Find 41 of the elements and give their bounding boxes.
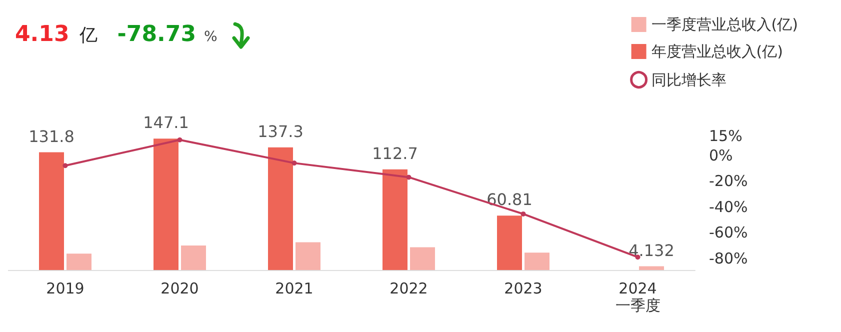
data-label: 60.81 (486, 190, 532, 210)
text: 4.13 (15, 22, 70, 47)
data-label: 4.132 (628, 240, 674, 260)
y2-tick-label: -80% (709, 249, 748, 268)
bar (39, 152, 64, 270)
point (520, 211, 526, 216)
text: % (204, 29, 218, 45)
data-label: 147.1 (143, 113, 189, 132)
point (292, 160, 297, 166)
text: -78.73 (117, 22, 196, 47)
bar (268, 147, 293, 270)
data-label: 131.8 (28, 126, 74, 146)
y2-tick-label: 15% (709, 127, 742, 145)
x-tick-label: 2022 (390, 280, 428, 298)
y2-tick-label: -60% (709, 224, 748, 242)
bar (66, 254, 92, 270)
x-tick-label: 2021 (275, 280, 314, 298)
bar (296, 242, 320, 270)
y2-tick-label: -20% (709, 172, 748, 190)
y2-tick-label: -40% (709, 198, 748, 216)
point (62, 163, 68, 168)
legend-label: 同比增长率 (651, 70, 726, 89)
x-tick-label: 2024 一季度 (615, 280, 660, 314)
point (177, 137, 182, 142)
y2-tick-label: 0% (709, 146, 733, 164)
data-label: 112.7 (372, 144, 418, 163)
x-tick-label: 2019 (46, 280, 84, 298)
legend-label: 一季度营业总收入(亿) (651, 16, 798, 34)
point (406, 174, 412, 180)
legend-label: 年度营业总收入(亿) (651, 42, 784, 60)
bar (410, 247, 435, 270)
bar (154, 138, 178, 270)
x-tick-label: 2020 (160, 280, 199, 298)
bar (524, 252, 550, 270)
bar (497, 216, 522, 270)
bar (181, 246, 206, 270)
data-label: 137.3 (258, 122, 304, 141)
bar (382, 169, 408, 270)
x-tick-label: 2023 (504, 280, 542, 298)
text: 亿 (79, 24, 98, 47)
bar (639, 266, 664, 270)
